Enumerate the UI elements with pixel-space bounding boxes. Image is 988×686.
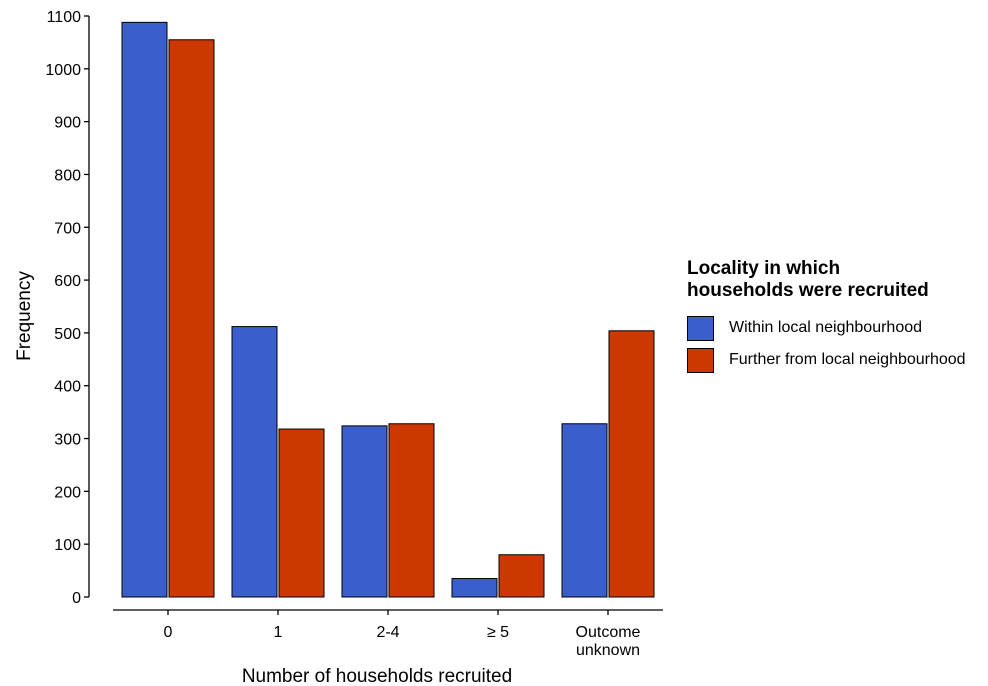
legend-label-within: Within local neighbourhood bbox=[729, 319, 923, 336]
legend-item-within: Within local neighbourhood bbox=[687, 312, 987, 344]
bar-within bbox=[121, 21, 168, 598]
y-tick-label: 0 bbox=[72, 590, 81, 607]
x-tick-label: Outcome bbox=[576, 624, 641, 641]
y-axis: 0 100 200 300 400 500 600 700 800 900 1000 1100 bbox=[45, 9, 90, 607]
legend-swatch-within bbox=[687, 315, 714, 341]
legend-label-further: Further from local neighbourhood bbox=[729, 351, 966, 368]
bar-further bbox=[168, 39, 215, 598]
bar-further bbox=[608, 330, 655, 598]
legend-title: Locality in which households were recrui… bbox=[687, 258, 987, 302]
y-axis-title: Frequency bbox=[14, 271, 35, 361]
legend-title-line-2: households were recruited bbox=[687, 280, 929, 301]
bar-within bbox=[561, 423, 608, 598]
legend: Locality in which households were recrui… bbox=[687, 258, 987, 376]
y-tick-label: 900 bbox=[54, 115, 81, 132]
y-tick-label: 800 bbox=[54, 167, 81, 184]
y-tick-label: 700 bbox=[54, 220, 81, 237]
y-tick-label: 400 bbox=[54, 379, 81, 396]
bar-within bbox=[451, 578, 498, 598]
x-tick-label: 0 bbox=[164, 624, 173, 641]
y-tick-label: 100 bbox=[54, 537, 81, 554]
legend-title-line-1: Locality in which bbox=[687, 258, 841, 279]
y-tick-label: 600 bbox=[54, 273, 81, 290]
bar-within bbox=[341, 425, 388, 598]
bar-further bbox=[278, 428, 325, 598]
legend-item-further: Further from local neighbourhood bbox=[687, 344, 987, 376]
x-tick-label: 2-4 bbox=[376, 624, 399, 641]
x-axis-title: Number of households recruited bbox=[242, 666, 512, 686]
bar-further bbox=[388, 423, 435, 598]
bar-further bbox=[498, 554, 545, 598]
y-tick-label: 500 bbox=[54, 326, 81, 343]
x-tick-label: unknown bbox=[576, 642, 640, 659]
x-tick-label: 1 bbox=[274, 624, 283, 641]
y-tick-label: 1000 bbox=[45, 62, 81, 79]
bar-within bbox=[231, 326, 278, 598]
bars bbox=[121, 21, 655, 598]
y-tick-label: 1100 bbox=[47, 9, 82, 26]
y-tick-label: 200 bbox=[54, 484, 81, 501]
legend-swatch-further bbox=[687, 347, 714, 373]
y-tick-label: 300 bbox=[54, 432, 81, 449]
x-tick-label: ≥ 5 bbox=[487, 624, 509, 641]
